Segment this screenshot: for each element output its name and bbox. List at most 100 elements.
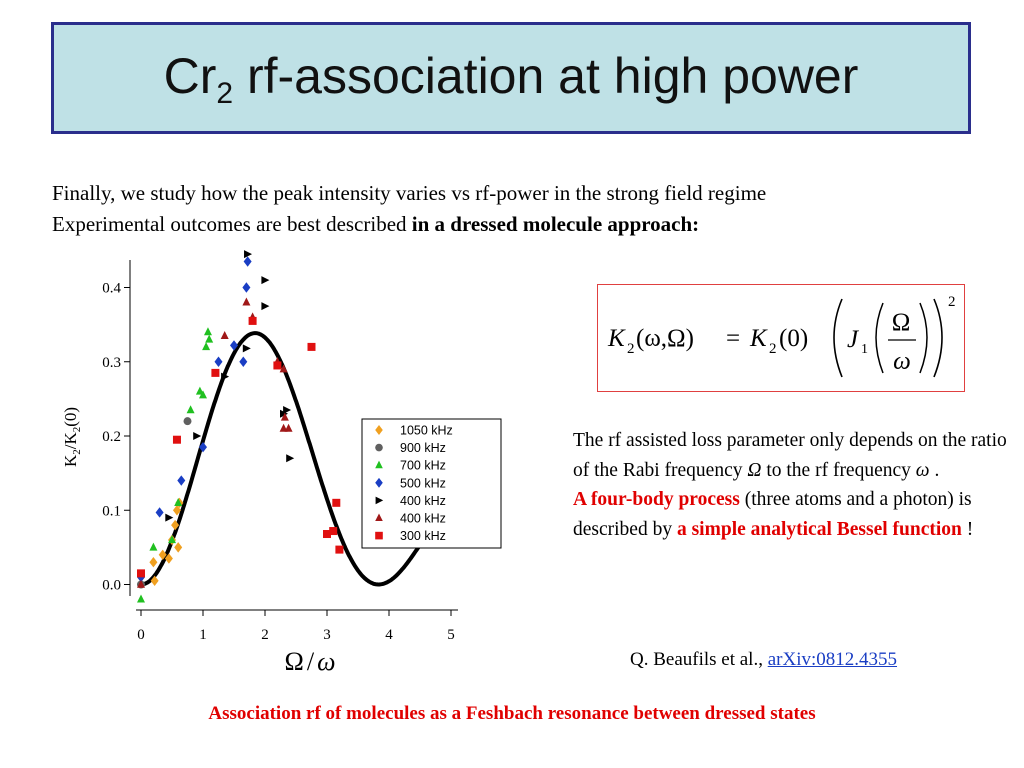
data-point-400-khz-triangle-up bbox=[242, 297, 251, 306]
description-text: The rf assisted loss parameter only depe… bbox=[573, 430, 1007, 540]
data-point-700-khz-triangle-up bbox=[199, 390, 207, 399]
data-point-400-khz-triangle-right bbox=[242, 344, 251, 353]
data-point-1050-khz-diamond bbox=[171, 519, 180, 531]
data-point-300-khz-square bbox=[248, 316, 257, 325]
data-point-300-khz-square bbox=[137, 569, 145, 578]
bessel-formula: K 2 (ω,Ω) = K 2 (0) J 1 Ω ω 2 bbox=[607, 294, 956, 378]
data-point-700-khz-triangle-up bbox=[168, 535, 176, 544]
x-tick-label: 3 bbox=[323, 627, 331, 643]
formula-rhs-K: K bbox=[749, 325, 768, 352]
data-point-400-khz-triangle-right bbox=[221, 372, 230, 381]
data-point-400-khz-triangle-up bbox=[280, 412, 289, 421]
highlight-four-body: A four-body process bbox=[573, 489, 740, 510]
data-point-400-khz-triangle-right bbox=[261, 302, 270, 311]
formula-rhs-sub: 2 bbox=[769, 341, 777, 357]
highlight-bessel: a simple analytical Bessel function bbox=[676, 518, 962, 540]
data-point-400-khz-triangle-right bbox=[261, 276, 270, 285]
formula-frac-den: ω bbox=[893, 348, 911, 375]
data-point-1050-khz-diamond bbox=[149, 557, 158, 568]
data-point-500-khz-diamond bbox=[243, 256, 252, 267]
citation: Q. Beaufils et al., arXiv:0812.4355 bbox=[630, 649, 898, 670]
legend-label: 400 kHz bbox=[400, 494, 446, 508]
formula-equals: = bbox=[726, 325, 740, 352]
legend-marker bbox=[375, 425, 383, 435]
data-point-400-khz-triangle-right bbox=[244, 250, 253, 259]
formula-rhs-args: (0) bbox=[779, 325, 808, 352]
arxiv-link[interactable]: arXiv:0812.4355 bbox=[767, 649, 898, 670]
y-tick-label: 0.3 bbox=[102, 355, 121, 371]
legend-marker bbox=[375, 460, 383, 469]
formula-frac-num: Ω bbox=[892, 309, 911, 336]
intro-text: Finally, we study how the peak intensity… bbox=[52, 178, 1022, 240]
legend-label: 400 kHz bbox=[400, 512, 446, 526]
data-point-400-khz-triangle-up bbox=[279, 364, 288, 373]
footer-caption: Association rf of molecules as a Feshbac… bbox=[208, 703, 816, 724]
data-point-300-khz-square bbox=[307, 342, 316, 351]
formula-inner-paren-right bbox=[919, 302, 928, 374]
data-point-1050-khz-diamond bbox=[164, 553, 173, 564]
y-tick-label: 0.0 bbox=[102, 578, 121, 594]
data-point-500-khz-diamond bbox=[230, 340, 238, 351]
formula-exponent: 2 bbox=[948, 294, 956, 310]
data-point-900-khz-circle bbox=[183, 417, 192, 426]
data-point-400-khz-triangle-right bbox=[280, 409, 288, 418]
slide-title: Cr2 rf-association at high power bbox=[163, 48, 859, 110]
data-point-1050-khz-diamond bbox=[172, 505, 181, 516]
x-tick-label: 5 bbox=[447, 627, 455, 643]
bessel-curve bbox=[141, 331, 425, 587]
data-point-700-khz-triangle-up bbox=[203, 327, 212, 336]
data-point-400-khz-triangle-right bbox=[283, 406, 292, 415]
legend-label: 300 kHz bbox=[400, 529, 446, 543]
legend-box bbox=[361, 418, 502, 549]
data-point-300-khz-square bbox=[323, 530, 331, 539]
data-point-700-khz-triangle-up bbox=[186, 405, 195, 414]
data-point-500-khz-diamond bbox=[155, 507, 164, 518]
data-point-500-khz-diamond bbox=[214, 356, 223, 367]
data-point-300-khz-square bbox=[273, 361, 282, 370]
formula-lhs-args: (ω,Ω) bbox=[636, 325, 694, 352]
x-tick-label: 0 bbox=[137, 627, 145, 643]
data-point-300-khz-square bbox=[329, 527, 338, 536]
legend-label: 1050 kHz bbox=[400, 424, 453, 438]
x-tick-label: 1 bbox=[199, 627, 207, 643]
formula-inner-paren-left bbox=[875, 302, 884, 374]
formula-J: J bbox=[847, 326, 860, 353]
data-point-1050-khz-diamond bbox=[150, 575, 159, 586]
legend-label: 900 kHz bbox=[400, 441, 446, 455]
y-tick-label: 0.4 bbox=[102, 281, 121, 297]
legend-marker bbox=[375, 443, 383, 452]
title-banner: Cr2 rf-association at high power bbox=[51, 22, 971, 134]
x-tick-label: 2 bbox=[261, 627, 269, 643]
legend-marker bbox=[375, 477, 383, 488]
legend-label: 500 kHz bbox=[400, 476, 446, 490]
data-point-400-khz-triangle-right bbox=[286, 454, 295, 463]
formula-big-paren-right bbox=[933, 298, 943, 378]
y-axis-label: K2/K2(0) bbox=[61, 407, 83, 467]
data-point-300-khz-square bbox=[332, 498, 341, 507]
data-point-1050-khz-diamond bbox=[174, 542, 183, 553]
data-point-700-khz-triangle-up bbox=[137, 594, 145, 603]
formula-lhs-K: K bbox=[607, 325, 626, 352]
y-tick-label: 0.1 bbox=[102, 503, 121, 519]
intro-line-1: Finally, we study how the peak intensity… bbox=[52, 181, 767, 205]
formula-big-paren-left bbox=[833, 298, 843, 378]
data-point-700-khz-triangle-up bbox=[174, 498, 183, 507]
data-point-400-khz-triangle-up bbox=[220, 330, 229, 339]
formula-lhs-sub: 2 bbox=[627, 341, 635, 357]
formula-J-sub: 1 bbox=[861, 342, 868, 357]
formula-box: K 2 (ω,Ω) = K 2 (0) J 1 Ω ω 2 bbox=[597, 284, 965, 392]
data-point-400-khz-triangle-up bbox=[284, 423, 293, 432]
data-point-300-khz-square bbox=[211, 368, 220, 377]
legend-label: 700 kHz bbox=[400, 459, 446, 473]
data-point-1050-khz-diamond bbox=[158, 549, 167, 560]
legend-marker bbox=[375, 531, 383, 540]
intro-line-2: Experimental outcomes are best described… bbox=[52, 212, 700, 236]
data-point-500-khz-diamond bbox=[239, 356, 248, 367]
data-point-400-khz-triangle-right bbox=[165, 513, 174, 522]
legend-marker bbox=[375, 496, 384, 505]
data-point-700-khz-triangle-up bbox=[149, 542, 158, 551]
data-point-500-khz-diamond bbox=[199, 441, 207, 453]
x-axis-label: Ω / ω bbox=[285, 647, 336, 676]
x-tick-label: 4 bbox=[385, 627, 393, 643]
data-point-500-khz-diamond bbox=[242, 282, 251, 293]
